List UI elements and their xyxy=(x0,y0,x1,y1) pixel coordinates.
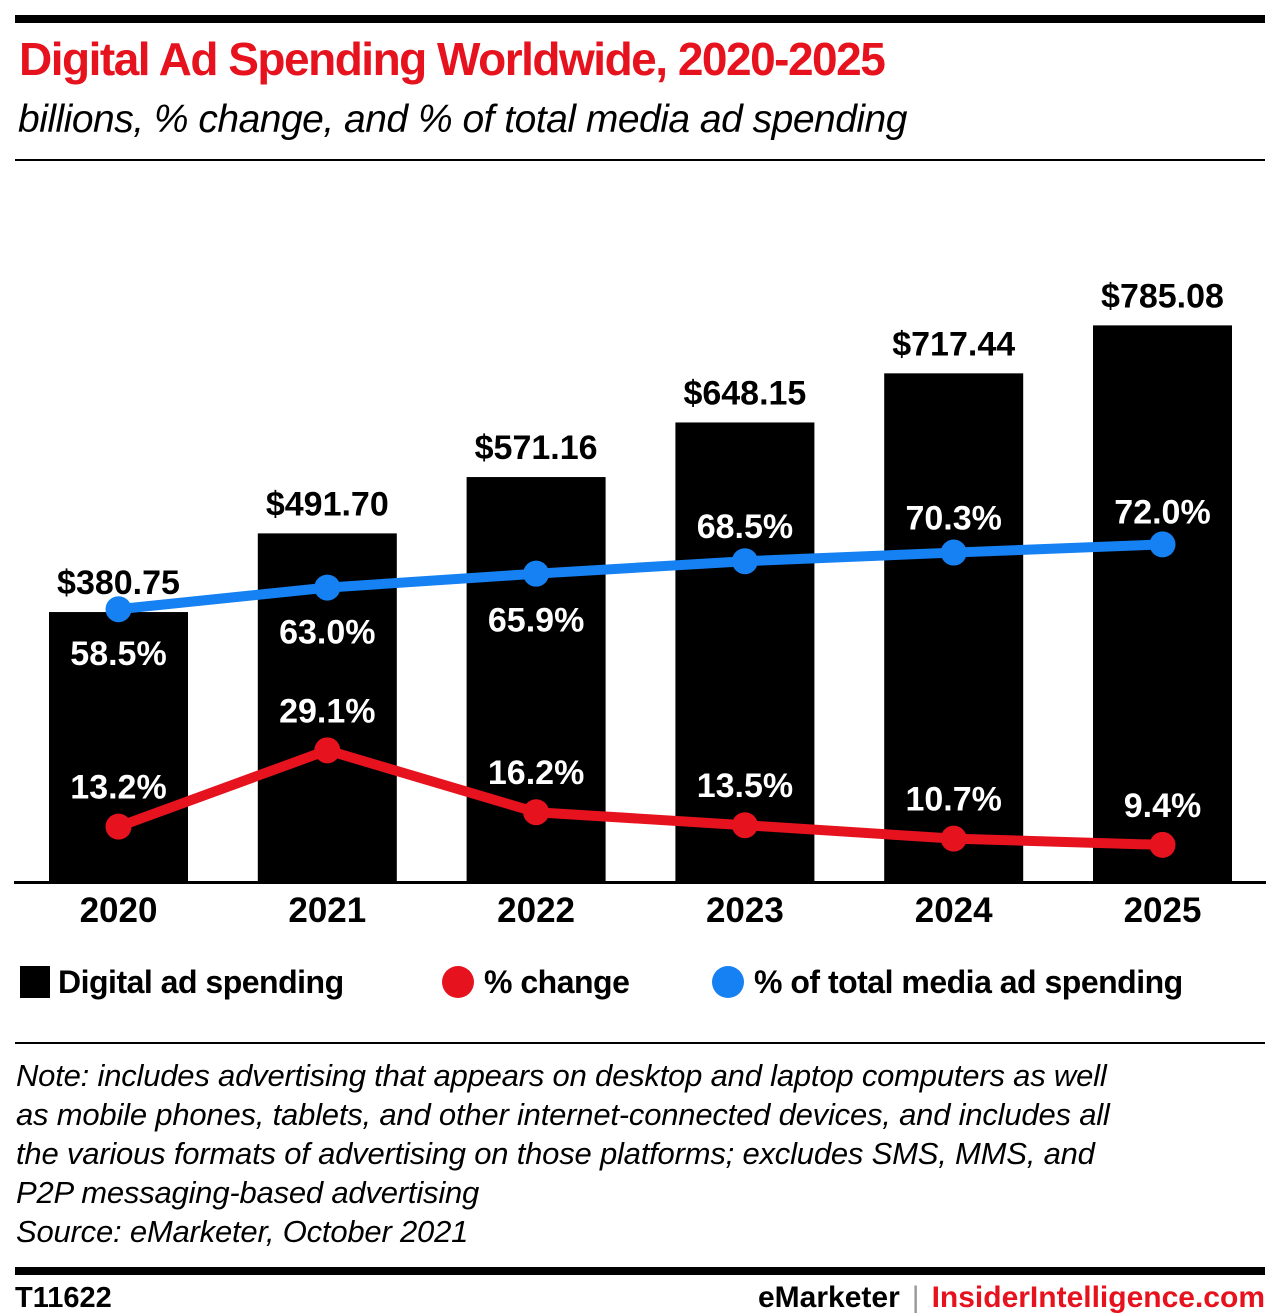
pct-change-label-2021: 29.1% xyxy=(279,692,375,730)
note-line: Note: includes advertising that appears … xyxy=(16,1058,1107,1093)
source-line: Source: eMarketer, October 2021 xyxy=(16,1214,469,1249)
pct-of-media-dot-2023 xyxy=(731,548,758,575)
chart-note: Note: includes advertising that appears … xyxy=(16,1056,1266,1251)
pct-change-label-2023: 13.5% xyxy=(697,767,793,805)
pct-change-label-2025: 9.4% xyxy=(1124,787,1202,825)
bar-value-label-2021: $491.70 xyxy=(266,485,389,523)
pct-of-media-label-2023: 68.5% xyxy=(697,508,793,546)
pct-of-media-label-2020: 58.5% xyxy=(70,635,166,673)
top-divider-bar xyxy=(15,15,1265,23)
bar-value-label-2022: $571.16 xyxy=(475,429,598,467)
note-line: as mobile phones, tablets, and other int… xyxy=(16,1097,1110,1132)
note-line: the various formats of advertising on th… xyxy=(16,1136,1095,1171)
pct-of-media-dot-2020 xyxy=(105,596,132,623)
chart-id: T11622 xyxy=(15,1281,112,1314)
x-tick-label-2020: 2020 xyxy=(80,891,158,930)
footer: T11622 eMarketer | InsiderIntelligence.com xyxy=(15,1281,1265,1314)
chart-legend: Digital ad spending % change % of total … xyxy=(0,958,1280,1006)
page-title: Digital Ad Spending Worldwide, 2020-2025 xyxy=(19,33,886,85)
pct-change-dot-2022 xyxy=(523,799,550,826)
pct-of-media-label-2022: 65.9% xyxy=(488,602,584,640)
pct-change-dot-2023 xyxy=(731,812,758,839)
bar-swatch-icon xyxy=(20,966,50,998)
pct-of-media-label-2024: 70.3% xyxy=(905,500,1001,538)
x-axis-line xyxy=(14,881,1266,884)
brand-site-link[interactable]: InsiderIntelligence.com xyxy=(931,1281,1265,1314)
pct-of-media-line xyxy=(117,539,1163,615)
legend-item-pct-of-total-media: % of total media ad spending xyxy=(712,958,1183,1006)
page-subtitle: billions, % change, and % of total media… xyxy=(18,98,907,141)
pct-change-dot-2024 xyxy=(940,825,967,852)
note-line: P2P messaging-based advertising xyxy=(16,1175,480,1210)
x-tick-label-2023: 2023 xyxy=(706,891,784,930)
pct-change-line xyxy=(116,745,1163,850)
brand-pipe-divider: | xyxy=(911,1281,920,1314)
pct-change-dot-2020 xyxy=(105,813,132,840)
bar-value-label-2023: $648.15 xyxy=(683,374,806,412)
pct-of-media-dot-2024 xyxy=(940,539,967,566)
bar-value-label-2025: $785.08 xyxy=(1101,277,1224,315)
header-divider-line xyxy=(15,159,1265,161)
pct-change-label-2020: 13.2% xyxy=(70,769,166,807)
x-tick-label-2025: 2025 xyxy=(1124,891,1202,930)
bar-2024 xyxy=(884,373,1024,882)
bar-value-label-2020: $380.75 xyxy=(57,564,180,602)
brand-emarketer: eMarketer xyxy=(758,1281,900,1314)
legend-label: % of total media ad spending xyxy=(754,963,1183,1000)
pct-of-media-label-2025: 72.0% xyxy=(1114,493,1210,531)
note-divider-line xyxy=(15,1042,1265,1044)
pct-of-media-label-2021: 63.0% xyxy=(279,614,375,652)
footer-divider-bar xyxy=(15,1267,1265,1275)
bar-2023 xyxy=(675,422,815,882)
legend-label: % change xyxy=(484,963,630,1000)
pct-of-media-dot-2021 xyxy=(314,574,341,601)
pct-of-media-dot-2025 xyxy=(1149,531,1176,558)
pct-change-label-2024: 10.7% xyxy=(905,781,1001,819)
bar-2025 xyxy=(1093,325,1232,882)
blue-dot-swatch-icon xyxy=(712,966,744,998)
x-tick-label-2024: 2024 xyxy=(915,891,993,930)
x-tick-label-2022: 2022 xyxy=(497,891,575,930)
pct-change-dot-2021 xyxy=(314,737,341,764)
brand-group: eMarketer | InsiderIntelligence.com xyxy=(758,1281,1265,1314)
legend-label: Digital ad spending xyxy=(58,963,344,1000)
legend-item-pct-change: % change xyxy=(442,958,630,1006)
pct-of-media-dot-2022 xyxy=(523,560,550,587)
x-tick-label-2021: 2021 xyxy=(288,891,366,930)
bar-value-label-2024: $717.44 xyxy=(892,325,1015,363)
legend-item-digital-ad-spending: Digital ad spending xyxy=(20,958,344,1006)
red-dot-swatch-icon xyxy=(442,966,474,998)
pct-change-label-2022: 16.2% xyxy=(488,754,584,792)
pct-change-dot-2025 xyxy=(1149,831,1176,858)
